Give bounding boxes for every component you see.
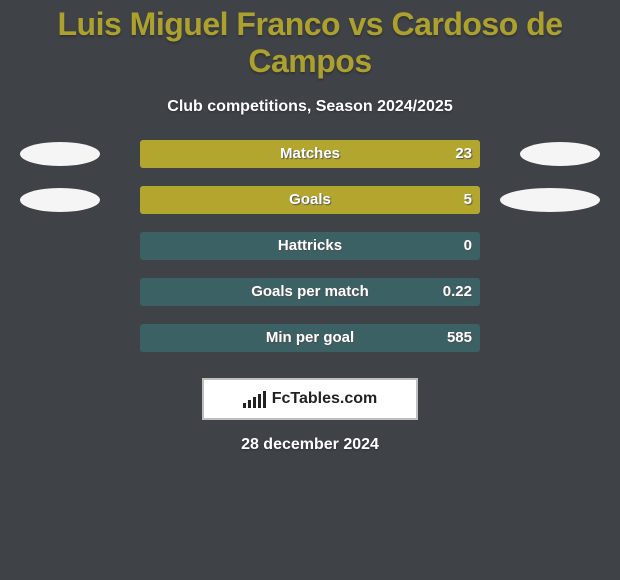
page-title: Luis Miguel Franco vs Cardoso de Campos <box>0 0 620 86</box>
player-right-marker <box>500 188 600 212</box>
stat-value: 23 <box>140 140 472 168</box>
player-left-marker <box>20 142 100 166</box>
stat-value: 0.22 <box>140 278 472 306</box>
snapshot-date: 28 december 2024 <box>0 436 620 454</box>
stat-row: Goals5 <box>0 186 620 232</box>
bar-chart-icon <box>243 390 266 408</box>
stat-row: Min per goal585 <box>0 324 620 370</box>
comparison-card: Luis Miguel Franco vs Cardoso de Campos … <box>0 0 620 580</box>
player-left-marker <box>20 188 100 212</box>
stat-row: Hattricks0 <box>0 232 620 278</box>
stat-rows: Matches23Goals5Hattricks0Goals per match… <box>0 140 620 370</box>
source-logo[interactable]: FcTables.com <box>202 378 418 420</box>
stat-row: Matches23 <box>0 140 620 186</box>
stat-row: Goals per match0.22 <box>0 278 620 324</box>
stat-value: 0 <box>140 232 472 260</box>
player-right-marker <box>520 142 600 166</box>
source-logo-text: FcTables.com <box>272 390 378 408</box>
stat-value: 5 <box>140 186 472 214</box>
stat-value: 585 <box>140 324 472 352</box>
page-subtitle: Club competitions, Season 2024/2025 <box>0 98 620 116</box>
